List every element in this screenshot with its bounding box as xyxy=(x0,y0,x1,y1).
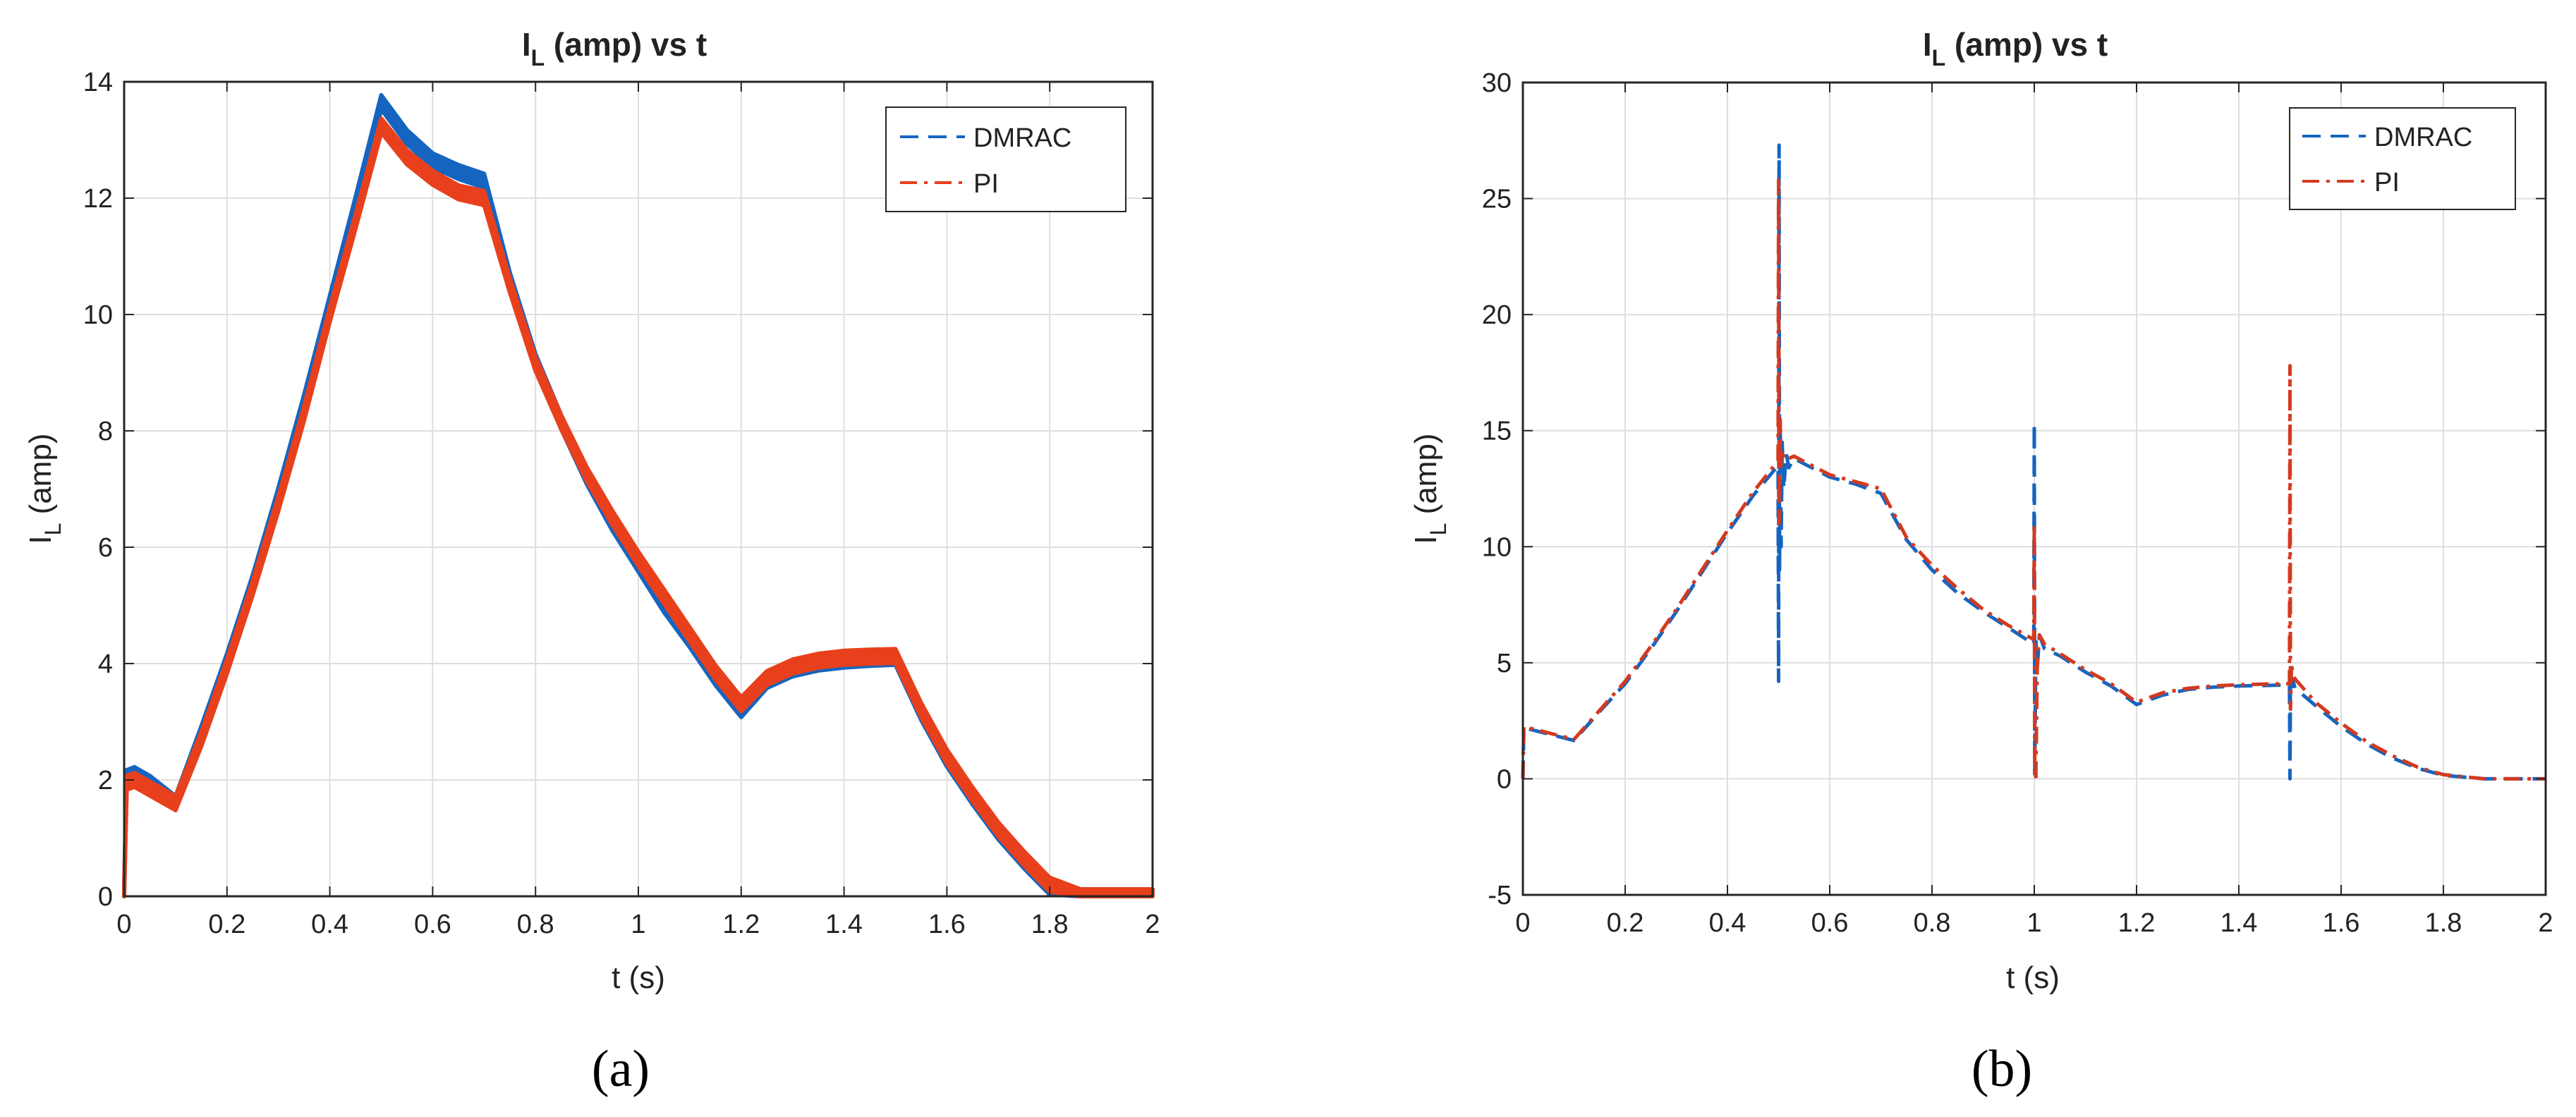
y-tick-label: 2 xyxy=(98,766,113,795)
panel-label-b: (b) xyxy=(1972,1040,2032,1098)
x-tick-label: 0.8 xyxy=(517,910,554,939)
x-tick-label: 1.8 xyxy=(1031,910,1069,939)
legend-label-dmrac: DMRAC xyxy=(2374,123,2472,152)
series-layer xyxy=(1521,143,2546,781)
y-tick-label: 5 xyxy=(1497,649,1512,678)
chart-title: IL (amp) vs t xyxy=(522,26,707,71)
x-tick-label: 1 xyxy=(631,910,645,939)
x-tick-label: 2 xyxy=(1145,910,1160,939)
y-tick-label: 0 xyxy=(1497,764,1512,794)
x-tick-label: 0.4 xyxy=(311,910,348,939)
x-tick-label: 0 xyxy=(1515,908,1530,938)
x-tick-label: 2 xyxy=(2538,908,2553,938)
y-axis-label: IL (amp) xyxy=(23,433,66,544)
x-tick-label: 1.6 xyxy=(2323,908,2360,938)
legend-box xyxy=(885,106,1126,212)
y-axis-ticks: 0 2 4 6 8 10 12 14 xyxy=(83,68,1153,912)
x-tick-label: 0.2 xyxy=(208,910,245,939)
x-tick-label: 1.4 xyxy=(2220,908,2258,938)
legend-label-pi: PI xyxy=(2374,168,2400,197)
chart-panel-b: IL (amp) vs t 0 0.2 0.4 0.6 0.8 1 1.2 1.4 1.6 1.8… xyxy=(1409,26,2553,1098)
y-tick-label: 12 xyxy=(83,184,113,214)
x-tick-label: 1.2 xyxy=(2118,908,2156,938)
y-tick-label: 0 xyxy=(98,882,113,912)
x-axis-ticks: 0 0.2 0.4 0.6 0.8 1 1.2 1.4 1.6 1.8 2 xyxy=(116,82,1160,939)
series-line-pi xyxy=(123,123,1153,898)
legend-label-dmrac: DMRAC xyxy=(973,123,1071,153)
legend: DMRAC PI xyxy=(2289,107,2516,210)
x-tick-label: 1.2 xyxy=(722,910,760,939)
panel-label-a: (a) xyxy=(592,1040,650,1098)
y-tick-label: -5 xyxy=(1488,881,1512,910)
legend-box xyxy=(2289,107,2516,210)
x-tick-label: 0.6 xyxy=(414,910,451,939)
legend: DMRAC PI xyxy=(885,106,1126,212)
y-axis-label: IL (amp) xyxy=(1409,433,1451,544)
y-tick-label: 4 xyxy=(98,649,113,679)
y-axis-ticks: -5 0 5 10 15 20 25 30 xyxy=(1482,68,2546,910)
x-tick-label: 1.4 xyxy=(825,910,863,939)
x-tick-label: 0.8 xyxy=(1914,908,1951,938)
chart-panel-a: IL (amp) vs t 0 0.2 0.4 0.6 0.8 1 1.2 1.4 1.6 1.8… xyxy=(23,26,1160,1098)
y-tick-label: 10 xyxy=(1482,532,1512,562)
x-tick-label: 1.6 xyxy=(928,910,966,939)
x-tick-label: 0 xyxy=(116,910,131,939)
y-tick-label: 20 xyxy=(1482,300,1512,330)
y-tick-label: 6 xyxy=(98,533,113,563)
y-tick-label: 25 xyxy=(1482,185,1512,214)
legend-label-pi: PI xyxy=(973,169,999,199)
x-tick-label: 1 xyxy=(2027,908,2041,938)
x-tick-label: 1.8 xyxy=(2425,908,2462,938)
x-tick-label: 0.2 xyxy=(1607,908,1644,938)
x-axis-label: t (s) xyxy=(2006,960,2060,995)
y-tick-label: 15 xyxy=(1482,417,1512,446)
x-tick-label: 0.4 xyxy=(1709,908,1746,938)
x-axis-ticks: 0 0.2 0.4 0.6 0.8 1 1.2 1.4 1.6 1.8 2 xyxy=(1515,83,2553,938)
y-tick-label: 10 xyxy=(83,300,113,330)
chart-title: IL (amp) vs t xyxy=(1923,26,2108,71)
x-axis-label: t (s) xyxy=(612,960,665,995)
y-tick-label: 30 xyxy=(1482,68,1512,98)
x-tick-label: 0.6 xyxy=(1811,908,1849,938)
y-tick-label: 8 xyxy=(98,417,113,446)
series-line-pi xyxy=(1521,178,2546,781)
y-tick-label: 14 xyxy=(83,68,113,97)
